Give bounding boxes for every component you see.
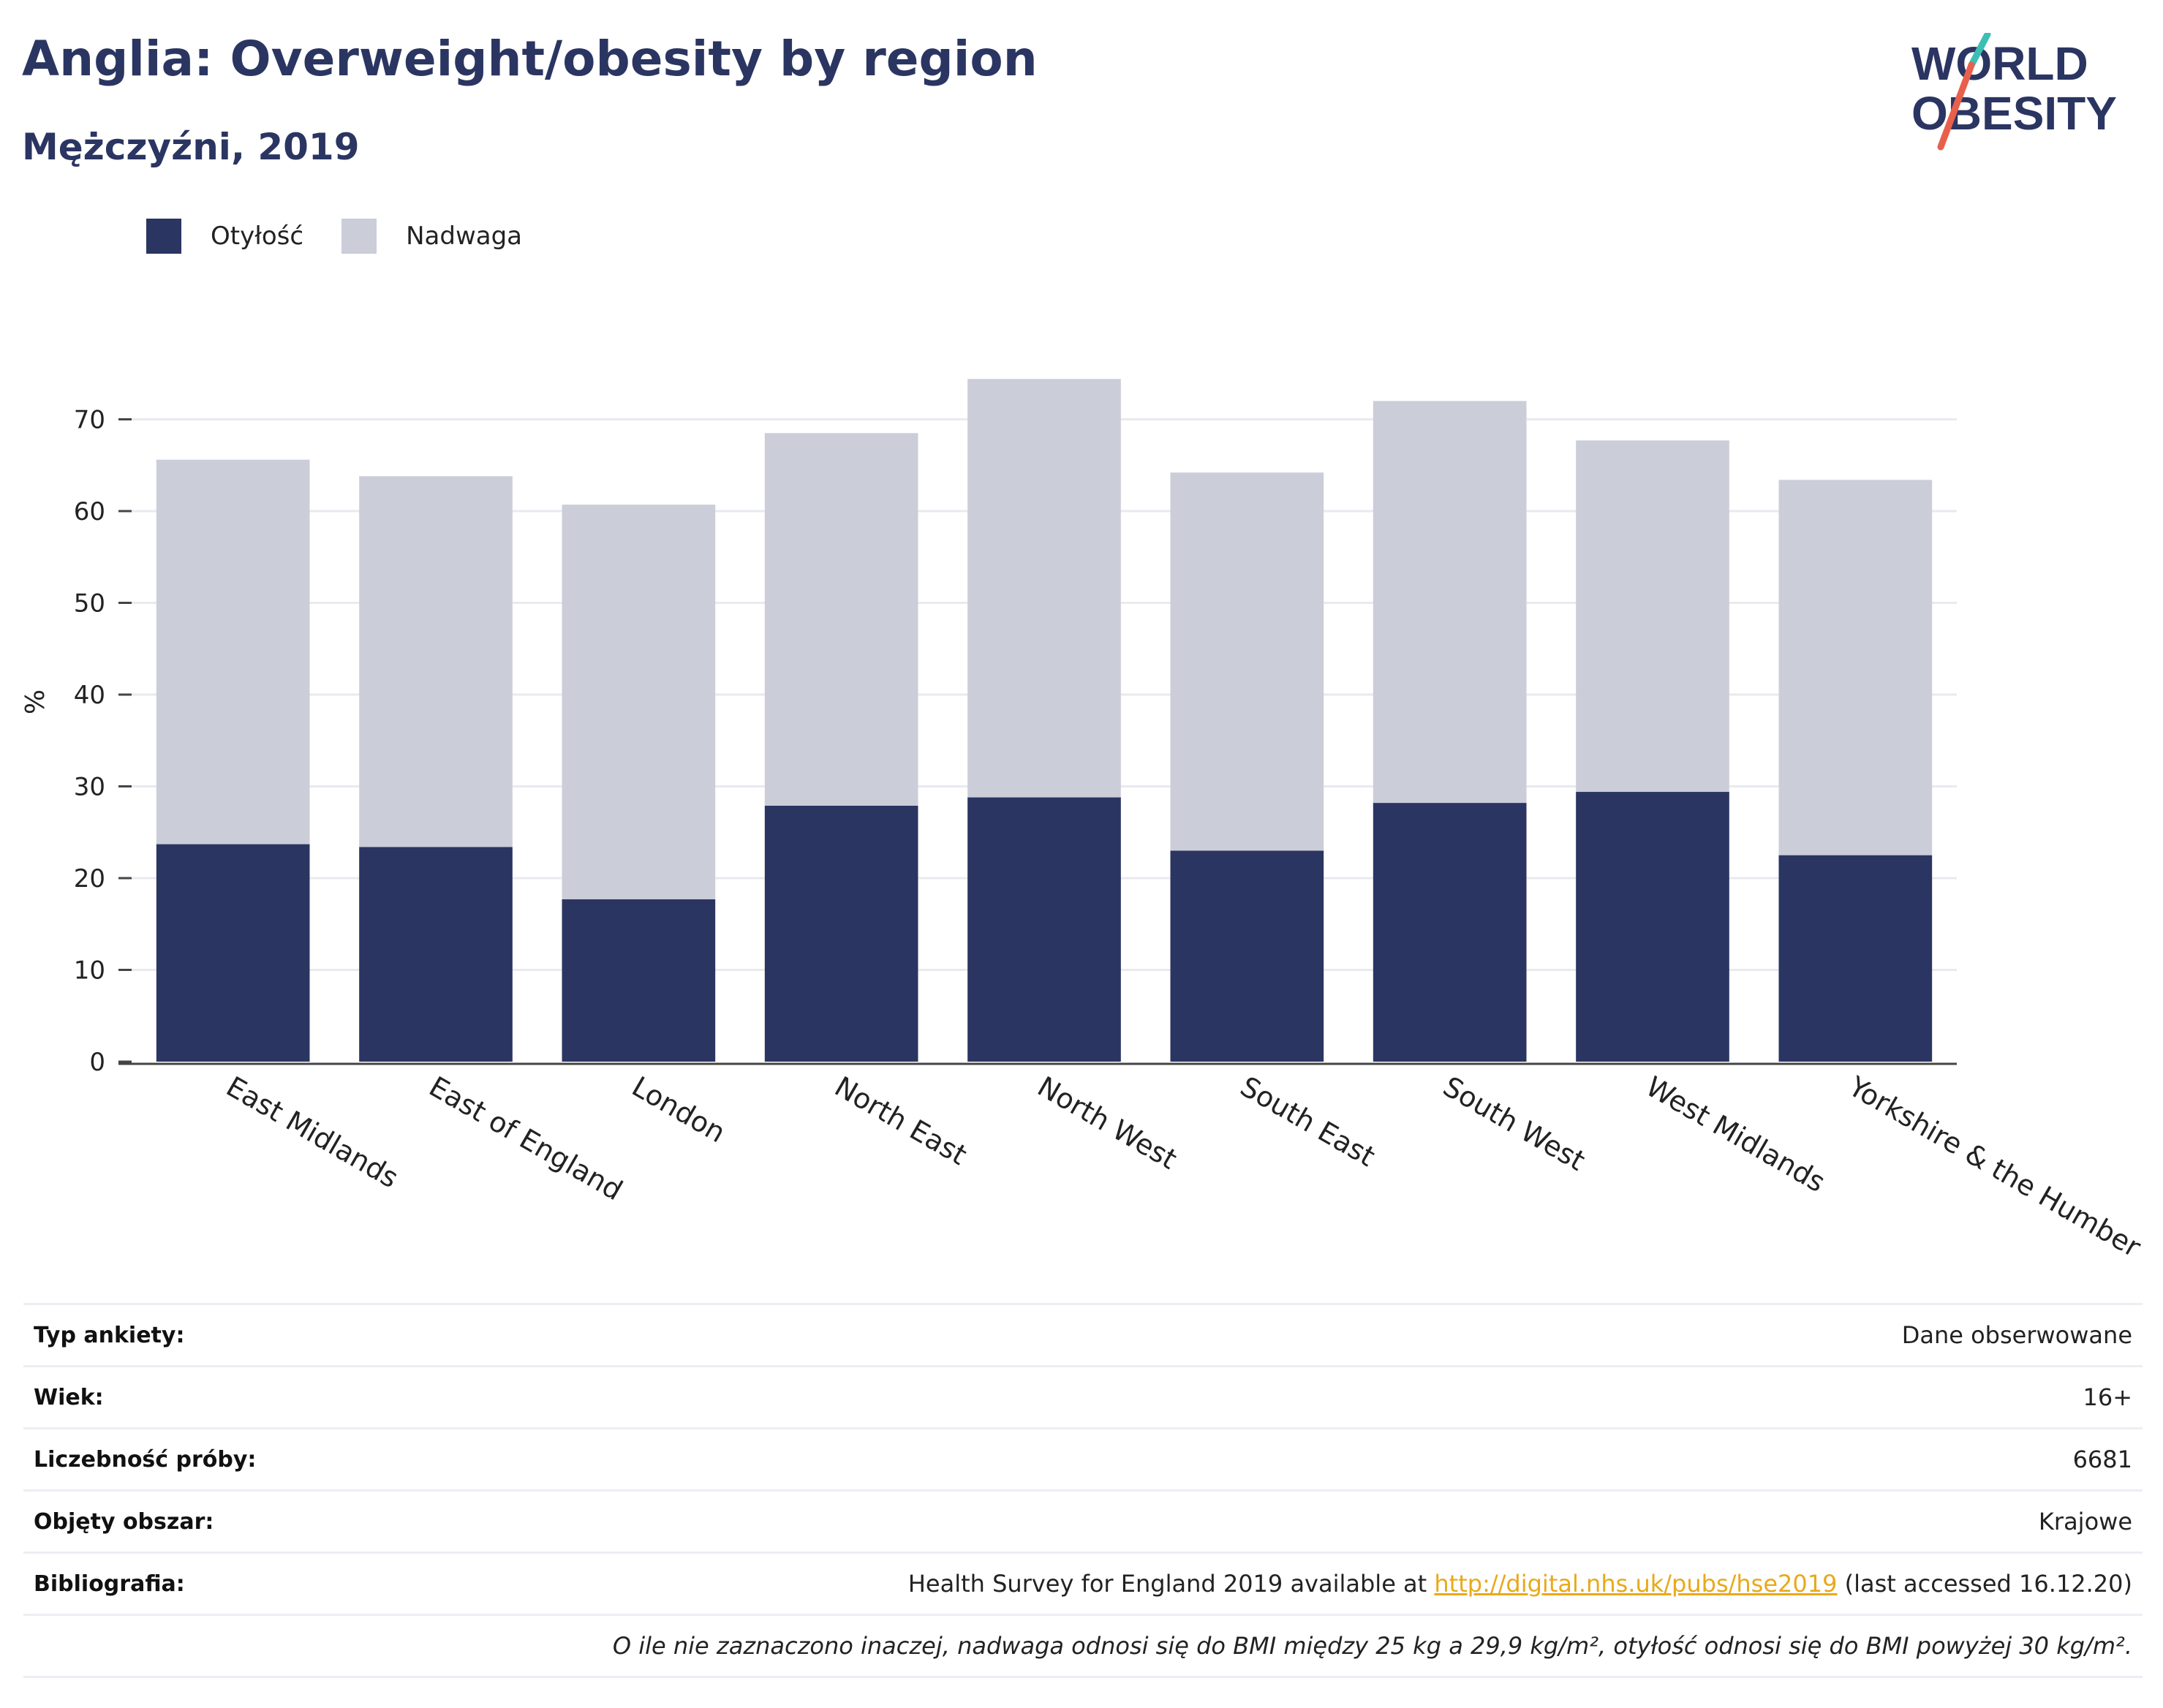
x-tick-label: North West [1033,1070,1182,1176]
bar-overweight[interactable] [1778,480,1933,855]
y-tick-label: 10 [74,956,105,986]
y-axis-label: % [20,689,50,714]
bar-obesity[interactable] [1373,803,1527,1062]
logo-slash-teal [1968,33,1991,69]
x-tick-label: North East [829,1070,973,1171]
meta-row-area: Objęty obszar: Krajowe [23,1489,2143,1552]
chart-legend: Otyłość Nadwaga [146,218,560,254]
legend-swatch-overweight [341,219,377,254]
bibliography-suffix: (last accessed 16.12.20) [1837,1570,2132,1598]
legend-label-overweight: Nadwaga [406,222,523,251]
bar-obesity[interactable] [1170,850,1324,1062]
y-tick-label: 60 [74,497,105,526]
bar-obesity[interactable] [359,847,513,1062]
meta-value: 16+ [2083,1383,2132,1411]
bar-obesity[interactable] [156,844,310,1062]
y-axis-ticks: 0 10 20 30 40 50 60 70 [74,406,132,1077]
meta-row-sample-size: Liczebność próby: 6681 [23,1427,2143,1489]
x-tick-label: South West [1438,1070,1590,1177]
meta-value: Krajowe [2038,1508,2132,1535]
bibliography-value: Health Survey for England 2019 available… [908,1570,2143,1598]
meta-row-bibliography: Bibliografia: Health Survey for England … [23,1552,2143,1614]
y-tick-label: 20 [74,864,105,893]
bar-obesity[interactable] [1576,792,1729,1062]
chart-subtitle: Mężczyźni, 2019 [22,126,360,168]
legend-item-overweight[interactable]: Nadwaga [341,219,522,254]
bar-obesity[interactable] [1778,855,1933,1062]
world-obesity-logo: WORLD OBESITY [1911,33,2117,151]
bar-obesity[interactable] [562,899,716,1062]
bar-overweight[interactable] [1170,472,1324,851]
meta-row-age: Wiek: 16+ [23,1365,2143,1427]
bar-overweight[interactable] [156,459,310,844]
meta-key: Wiek: [34,1384,104,1410]
bar-obesity[interactable] [967,797,1121,1062]
bar-overweight[interactable] [967,379,1121,798]
bar-overweight[interactable] [764,433,918,806]
chart-title: Anglia: Overweight/obesity by region [22,31,1038,87]
meta-key: Bibliografia: [34,1571,185,1597]
legend-swatch-obesity [146,219,181,254]
x-tick-label: South East [1235,1070,1381,1173]
y-tick-label: 40 [74,681,105,710]
meta-key: Objęty obszar: [34,1508,214,1535]
bar-obesity[interactable] [764,805,918,1062]
x-tick-label: Yorkshire & the Humber [1843,1070,2146,1263]
bibliography-prefix: Health Survey for England 2019 available… [907,1570,1435,1598]
logo-line1: WORLD [1911,37,2088,90]
x-tick-label: West Midlands [1641,1070,1831,1199]
bar-overweight[interactable] [1373,401,1527,804]
legend-label-obesity: Otyłość [211,222,304,251]
bar-overweight[interactable] [359,476,513,847]
y-tick-label: 70 [74,406,105,435]
logo-slash-orange [1937,61,1975,151]
meta-row-note: O ile nie zaznaczono inaczej, nadwaga od… [23,1614,2143,1678]
bar-overweight[interactable] [1576,440,1729,793]
bars [156,379,1933,1062]
meta-value: 6681 [2072,1446,2132,1473]
logo-line2: OBESITY [1911,87,2117,140]
meta-key: Typ ankiety: [34,1322,185,1348]
survey-metadata-table: Typ ankiety: Dane obserwowane Wiek: 16+ … [23,1303,2143,1678]
stacked-bar-chart: 0 10 20 30 40 50 60 70 East Midlands East of Eng… [20,379,2146,1263]
legend-item-obesity[interactable]: Otyłość [146,219,303,254]
meta-value: Dane obserwowane [1901,1321,2132,1349]
x-tick-label: East Midlands [221,1070,404,1195]
y-tick-label: 30 [74,773,105,802]
bibliography-link[interactable]: http://digital.nhs.uk/pubs/hse2019 [1434,1570,1838,1598]
y-tick-label: 50 [74,589,105,619]
x-tick-label: East of England [424,1070,628,1207]
bmi-definition-note: O ile nie zaznaczono inaczej, nadwaga od… [612,1632,2132,1660]
y-tick-label: 0 [89,1048,105,1077]
meta-row-survey-type: Typ ankiety: Dane obserwowane [23,1303,2143,1365]
x-tick-label: London [627,1070,731,1149]
meta-key: Liczebność próby: [34,1446,257,1473]
bar-overweight[interactable] [562,505,716,899]
